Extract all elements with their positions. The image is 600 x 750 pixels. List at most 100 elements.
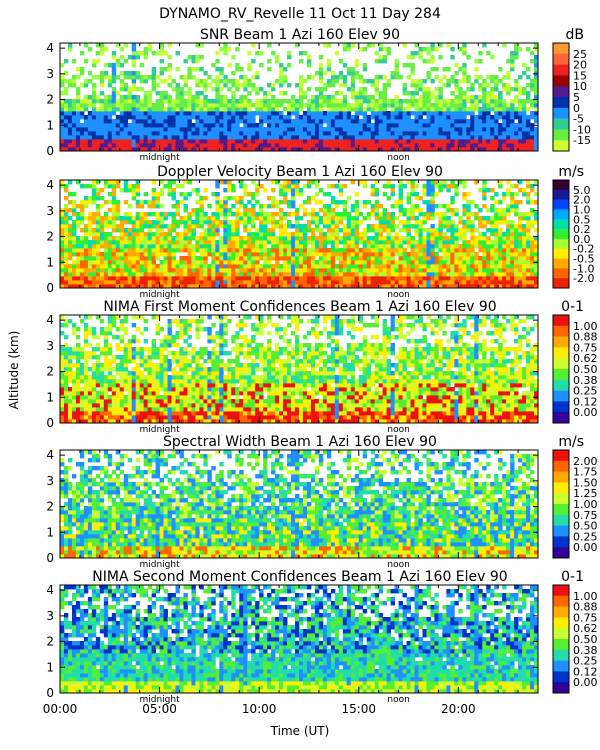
colorbar-label: -2.0: [573, 272, 594, 285]
y-tick-label: 4: [46, 178, 54, 192]
colorbar-swatch: [553, 43, 569, 55]
colorbar-label: -5: [573, 113, 584, 126]
colorbar: 2.001.751.501.251.000.750.500.250.00: [552, 449, 598, 559]
colorbar-swatch: [553, 639, 569, 651]
colorbar-swatch: [553, 536, 569, 548]
x-tick-label: 10:00: [242, 702, 277, 716]
colorbar-swatch: [553, 471, 569, 483]
colorbar-label: -15: [573, 134, 591, 147]
noon-label: noon: [387, 153, 409, 163]
colorbar-label: -0.5: [573, 253, 594, 266]
y-tick-label: 2: [46, 500, 54, 514]
panel-title: SNR Beam 1 Azi 160 Elev 90: [200, 27, 400, 43]
panel-4: Spectral Width Beam 1 Azi 160 Elev 90 m/s…: [46, 434, 597, 570]
heatmap-area: [60, 315, 539, 424]
colorbar-swatch: [553, 649, 569, 661]
colorbar-label: 0.00: [573, 676, 598, 689]
colorbar-swatch: [553, 258, 569, 269]
colorbar-swatch: [553, 671, 569, 683]
colorbar-swatch: [553, 504, 569, 516]
colorbar-swatch: [553, 460, 569, 472]
panels: SNR Beam 1 Azi 160 Elev 90 dB 0 1 2 3 4 midnigh…: [46, 27, 597, 705]
colorbar-label: 0.62: [573, 622, 598, 635]
colorbar-label: 0.00: [573, 541, 598, 554]
x-tick-label: 15:00: [341, 702, 376, 716]
x-tick-labels: 00:00 05:00 10:00 15:00 20:00: [43, 702, 476, 716]
colorbar-swatch: [553, 482, 569, 494]
midnight-label: midnight: [140, 425, 181, 435]
colorbar-swatch: [553, 229, 569, 240]
panel-title: Spectral Width Beam 1 Azi 160 Elev 90: [163, 434, 437, 450]
colorbar-swatch: [553, 238, 569, 250]
colorbar-label: 15: [573, 69, 587, 82]
colorbar-label: -0.2: [573, 243, 594, 256]
y-tick-label: 2: [46, 93, 54, 107]
colorbar-label: 0.62: [573, 352, 598, 365]
figure-title: DYNAMO_RV_Revelle 11 Oct 11 Day 284: [159, 6, 441, 22]
colorbar-label: 0.00: [573, 406, 598, 419]
y-tick-label: 0: [46, 416, 54, 430]
colorbar-label: 10: [573, 80, 587, 93]
y-tick-label: 2: [46, 365, 54, 379]
y-tick-label: 0: [46, 281, 54, 295]
x-tick-label: 00:00: [43, 702, 78, 716]
colorbar: 1.000.880.750.620.500.380.250.120.00: [552, 584, 598, 694]
heatmap-area: [60, 43, 539, 152]
colorbar-swatch: [553, 358, 569, 370]
colorbar-swatch: [553, 585, 569, 597]
colorbar-swatch: [553, 53, 569, 65]
colorbar-swatch: [553, 390, 569, 402]
colorbar-swatch: [553, 315, 569, 327]
y-tick-label: 0: [46, 686, 54, 700]
colorbar-label: -10: [573, 123, 591, 136]
colorbar-swatch: [553, 595, 569, 607]
panel-title: Doppler Velocity Beam 1 Azi 160 Elev 90: [157, 164, 443, 180]
colorbar-label: 0.88: [573, 331, 598, 344]
midnight-label: midnight: [140, 290, 181, 300]
colorbar-label: 0.0: [573, 233, 591, 246]
y-tick-label: 0: [46, 144, 54, 158]
colorbar-swatch: [553, 64, 569, 76]
colorbar-swatch: [553, 336, 569, 348]
colorbar-swatch: [553, 86, 569, 98]
colorbar-swatch: [553, 379, 569, 391]
x-tick-label: 05:00: [142, 702, 177, 716]
colorbar-swatch: [553, 369, 569, 381]
colorbar-swatch: [553, 140, 569, 152]
colorbar-label: 1.75: [573, 466, 598, 479]
panel-1: SNR Beam 1 Azi 160 Elev 90 dB 0 1 2 3 4 midnigh…: [46, 27, 591, 163]
colorbar-label: 0.2: [573, 223, 591, 236]
x-axis-label: Time (UT): [270, 724, 330, 738]
colorbar-label: 0.38: [573, 374, 598, 387]
colorbar-label: 1.00: [573, 590, 598, 603]
midnight-label: midnight: [140, 153, 181, 163]
noon-label: noon: [387, 290, 409, 300]
heatmap-area: [60, 585, 539, 694]
colorbar-swatch: [553, 219, 569, 230]
panel-title: NIMA Second Moment Confidences Beam 1 Az…: [92, 569, 507, 585]
colorbar-label: 1.50: [573, 476, 598, 489]
colorbar-swatch: [553, 525, 569, 537]
colorbar-label: 25: [573, 48, 587, 61]
colorbar-swatch: [553, 347, 569, 359]
units-label: m/s: [558, 434, 584, 450]
y-tick-label: 3: [46, 609, 54, 623]
colorbar: 1.000.880.750.620.500.380.250.120.00: [552, 314, 598, 424]
colorbar-label: 0: [573, 102, 580, 115]
colorbar-swatch: [553, 189, 569, 200]
panel-2: Doppler Velocity Beam 1 Azi 160 Elev 90 m…: [46, 164, 594, 300]
colorbar-swatch: [553, 118, 569, 130]
colorbar-label: 0.25: [573, 655, 598, 668]
colorbar-swatch: [553, 107, 569, 119]
y-tick-label: 1: [46, 390, 54, 404]
colorbar-label: 1.00: [573, 320, 598, 333]
y-tick-label: 1: [46, 118, 54, 132]
colorbar-label: 0.75: [573, 341, 598, 354]
colorbar-swatch: [553, 401, 569, 413]
colorbar-label: 0.75: [573, 611, 598, 624]
colorbar-swatch: [553, 248, 569, 259]
y-tick-label: 2: [46, 635, 54, 649]
y-tick-label: 1: [46, 660, 54, 674]
colorbar-label: 1.25: [573, 487, 598, 500]
